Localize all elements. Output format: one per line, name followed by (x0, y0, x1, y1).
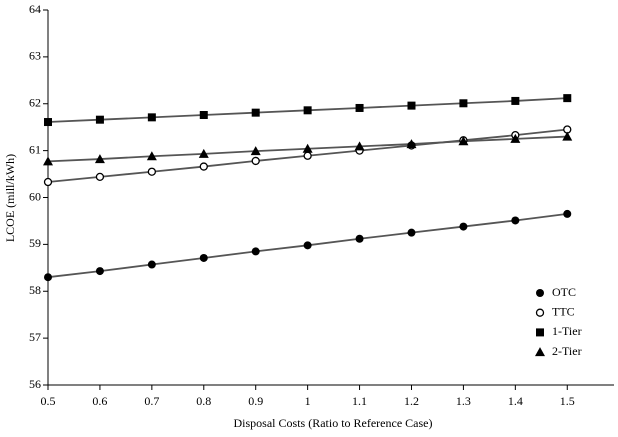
x-axis-label: Disposal Costs (Ratio to Reference Case) (234, 416, 433, 430)
y-tick-label: 56 (29, 377, 41, 391)
marker (251, 247, 260, 256)
marker (407, 228, 416, 237)
x-tick-label: 1 (305, 394, 311, 408)
marker (199, 162, 208, 171)
legend-marker (535, 347, 545, 357)
marker (44, 273, 52, 282)
marker (303, 241, 312, 250)
marker (511, 96, 520, 105)
marker (146, 151, 157, 161)
marker (354, 141, 365, 151)
marker (147, 167, 157, 176)
legend-marker (535, 308, 545, 317)
marker (303, 151, 312, 160)
legend-marker (536, 289, 544, 297)
marker (198, 148, 209, 158)
legend-label: 1-Tier (552, 324, 582, 338)
marker (43, 156, 53, 166)
marker (44, 118, 52, 127)
marker (43, 177, 53, 187)
legend-label: OTC (552, 285, 576, 299)
marker (199, 253, 208, 262)
marker (95, 115, 104, 124)
x-tick-label: 0.9 (248, 394, 263, 408)
legend-label: 2-Tier (552, 344, 582, 358)
marker (95, 267, 104, 276)
x-tick-label: 0.5 (41, 394, 56, 408)
marker (355, 103, 364, 112)
y-tick-label: 58 (29, 283, 41, 297)
marker (251, 156, 260, 166)
y-tick-label: 61 (29, 142, 41, 156)
marker (147, 260, 156, 269)
marker (563, 209, 572, 218)
legend-marker (536, 328, 544, 337)
x-tick-label: 0.7 (144, 394, 159, 408)
marker (563, 94, 572, 103)
marker (511, 216, 520, 225)
y-tick-label: 57 (29, 330, 41, 344)
marker (147, 113, 156, 122)
marker (251, 108, 260, 117)
x-tick-label: 1.1 (352, 394, 367, 408)
marker (94, 154, 105, 164)
marker (562, 131, 573, 141)
y-tick-label: 64 (29, 2, 41, 16)
marker (250, 146, 261, 156)
marker (199, 111, 208, 119)
y-tick-label: 63 (29, 49, 41, 63)
marker (459, 99, 468, 108)
y-tick-label: 60 (29, 189, 41, 203)
x-tick-label: 1.3 (456, 394, 471, 408)
marker (95, 172, 105, 182)
y-tick-label: 62 (29, 96, 41, 110)
marker (406, 139, 417, 149)
marker (303, 106, 312, 115)
marker (302, 143, 313, 153)
marker (407, 101, 416, 110)
y-axis-label: LCOE (mill/kWh) (3, 154, 17, 242)
x-tick-label: 0.6 (92, 394, 107, 408)
x-tick-label: 1.4 (508, 394, 523, 408)
x-tick-label: 1.5 (560, 394, 575, 408)
marker (510, 133, 521, 143)
x-tick-label: 0.8 (196, 394, 211, 408)
x-tick-label: 1.2 (404, 394, 419, 408)
marker (458, 136, 469, 146)
y-tick-label: 59 (29, 236, 41, 250)
marker (355, 234, 364, 243)
marker (459, 222, 468, 231)
legend-label: TTC (552, 304, 575, 318)
